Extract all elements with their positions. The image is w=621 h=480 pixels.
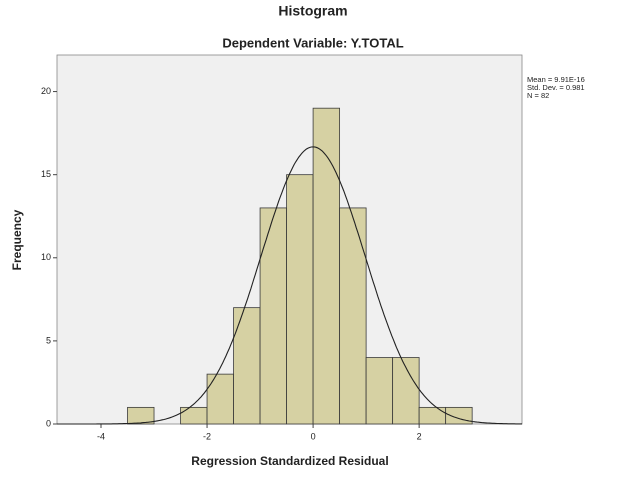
stat-label: Std. Dev. = 0.981 <box>527 83 585 92</box>
chart-title: Histogram <box>278 3 347 19</box>
bar <box>365 357 394 425</box>
y-tick-label: 0 <box>46 418 51 428</box>
bar <box>286 174 314 425</box>
x-axis-label: Regression Standardized Residual <box>191 454 388 468</box>
bar <box>127 406 155 425</box>
stat-label: Mean = 9.91E-16 <box>527 75 585 84</box>
bar <box>259 207 287 425</box>
bar <box>180 406 208 425</box>
x-tick-label: -2 <box>203 431 211 441</box>
y-tick-label: 5 <box>46 335 51 345</box>
y-tick-label: 15 <box>41 169 51 179</box>
y-axis-label: Frequency <box>10 209 24 270</box>
stat-label: N = 82 <box>527 91 549 100</box>
bar <box>312 107 341 425</box>
bar <box>206 373 234 425</box>
bar <box>339 207 367 425</box>
x-tick-label: 2 <box>417 431 422 441</box>
x-tick-label: 0 <box>311 431 316 441</box>
bar <box>233 307 261 425</box>
x-tick-label: -4 <box>97 431 105 441</box>
bar <box>418 406 447 425</box>
y-tick-label: 20 <box>41 86 51 96</box>
y-tick-label: 10 <box>41 252 51 262</box>
chart-subtitle: Dependent Variable: Y.TOTAL <box>222 35 403 50</box>
normal-curve <box>57 146 522 425</box>
